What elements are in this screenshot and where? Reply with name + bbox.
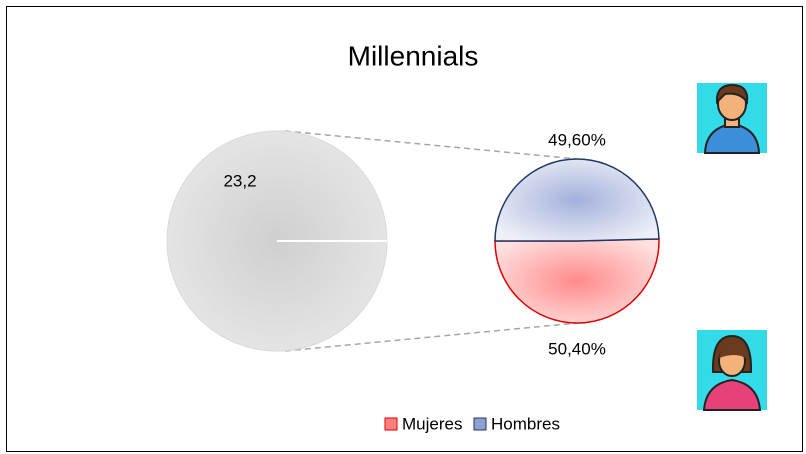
pie-slice — [494, 238, 660, 324]
legend-swatch — [473, 417, 487, 431]
pie-slice — [494, 158, 660, 242]
data-label: 23,2 — [223, 171, 256, 190]
legend-swatch — [384, 417, 398, 431]
chart-title: Millennials — [348, 40, 479, 71]
legend-label: Mujeres — [402, 414, 462, 433]
connector-line — [284, 130, 578, 160]
chart-border — [6, 6, 803, 452]
data-label: 50,40% — [548, 339, 606, 358]
male-icon — [697, 83, 767, 154]
data-label: 49,60% — [548, 130, 606, 149]
legend-label: Hombres — [491, 414, 560, 433]
female-icon — [697, 330, 767, 411]
connector-line — [284, 322, 578, 352]
